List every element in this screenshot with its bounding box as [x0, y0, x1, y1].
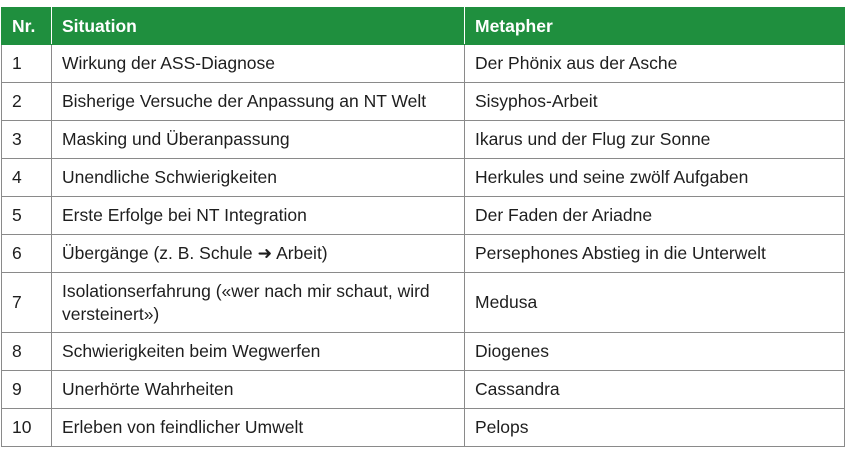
metaphor-cell: Diogenes — [464, 332, 845, 371]
situation-metaphor-table: Nr. Situation Metapher 1 Wirkung der ASS… — [1, 7, 845, 447]
table-row: 6 Übergänge (z. B. Schule ➜ Arbeit) Pers… — [1, 234, 845, 273]
metaphor-cell: Der Phönix aus der Asche — [464, 44, 845, 83]
row-number: 5 — [1, 196, 52, 235]
metaphor-cell: Herkules und seine zwölf Aufgaben — [464, 158, 845, 197]
row-number: 8 — [1, 332, 52, 371]
situation-cell: Isolationserfahrung («wer nach mir schau… — [51, 272, 465, 333]
situation-cell: Übergänge (z. B. Schule ➜ Arbeit) — [51, 234, 465, 273]
metaphor-cell: Cassandra — [464, 370, 845, 409]
situation-cell: Masking und Überanpassung — [51, 120, 465, 159]
row-number: 9 — [1, 370, 52, 409]
header-metapher: Metapher — [464, 7, 845, 45]
table-row: 2 Bisherige Versuche der Anpassung an NT… — [1, 82, 845, 121]
situation-cell: Erleben von feindlicher Umwelt — [51, 408, 465, 447]
header-row: Nr. Situation Metapher — [1, 7, 845, 45]
metaphor-cell: Medusa — [464, 272, 845, 333]
table-row: 1 Wirkung der ASS-Diagnose Der Phönix au… — [1, 44, 845, 83]
metaphor-cell: Ikarus und der Flug zur Sonne — [464, 120, 845, 159]
row-number: 10 — [1, 408, 52, 447]
row-number: 7 — [1, 272, 52, 333]
situation-cell: Unendliche Schwierigkeiten — [51, 158, 465, 197]
metaphor-cell: Der Faden der Ariadne — [464, 196, 845, 235]
table-row: 10 Erleben von feindlicher Umwelt Pelops — [1, 408, 845, 447]
situation-cell: Erste Erfolge bei NT Integration — [51, 196, 465, 235]
situation-cell: Bisherige Versuche der Anpassung an NT W… — [51, 82, 465, 121]
row-number: 1 — [1, 44, 52, 83]
row-number: 6 — [1, 234, 52, 273]
table-row: 7 Isolationserfahrung («wer nach mir sch… — [1, 272, 845, 333]
table-row: 5 Erste Erfolge bei NT Integration Der F… — [1, 196, 845, 235]
row-number: 3 — [1, 120, 52, 159]
table-row: 4 Unendliche Schwierigkeiten Herkules un… — [1, 158, 845, 197]
table-row: 3 Masking und Überanpassung Ikarus und d… — [1, 120, 845, 159]
table-row: 8 Schwierigkeiten beim Wegwerfen Diogene… — [1, 332, 845, 371]
row-number: 2 — [1, 82, 52, 121]
header-situation: Situation — [51, 7, 465, 45]
metaphor-cell: Persephones Abstieg in die Unterwelt — [464, 234, 845, 273]
metaphor-cell: Pelops — [464, 408, 845, 447]
situation-cell: Unerhörte Wahrheiten — [51, 370, 465, 409]
situation-cell: Wirkung der ASS-Diagnose — [51, 44, 465, 83]
table-row: 9 Unerhörte Wahrheiten Cassandra — [1, 370, 845, 409]
situation-cell: Schwierigkeiten beim Wegwerfen — [51, 332, 465, 371]
row-number: 4 — [1, 158, 52, 197]
header-nr: Nr. — [1, 7, 52, 45]
metaphor-cell: Sisyphos-Arbeit — [464, 82, 845, 121]
